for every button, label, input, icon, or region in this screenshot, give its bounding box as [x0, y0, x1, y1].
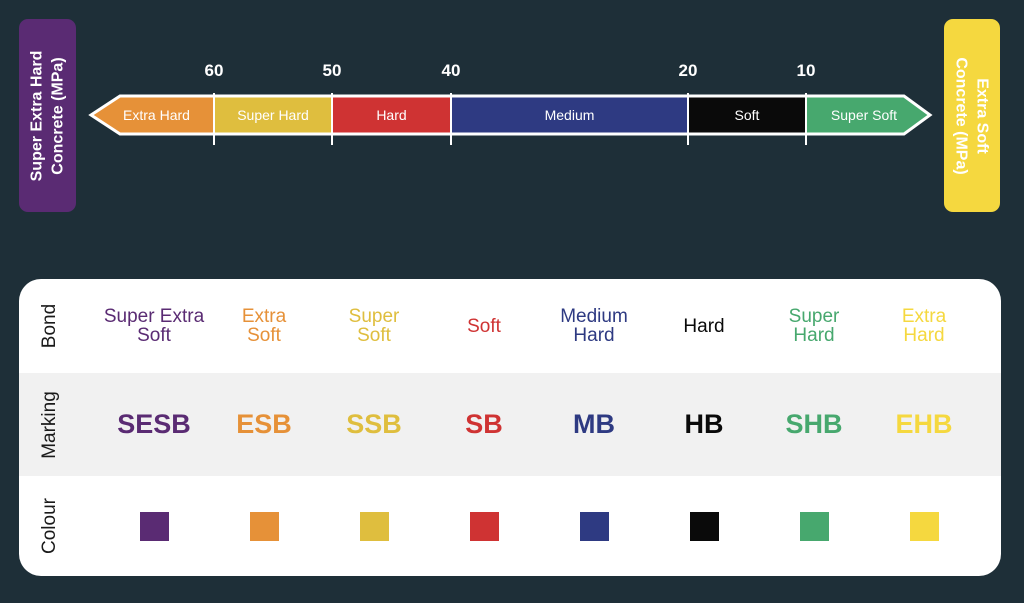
scale-tick-line	[805, 93, 807, 145]
scale-tick-label: 10	[796, 61, 816, 80]
colour-row-header: Colour	[19, 476, 81, 576]
marking-code: SHB	[785, 409, 843, 439]
scale-segment-super-soft	[806, 96, 930, 134]
scale-tick-label: 40	[441, 61, 461, 80]
super-extra-hard-concrete-tag: Super Extra Hard Concrete (MPa)	[19, 19, 76, 212]
marking-header-label: Marking	[39, 390, 61, 459]
marking-code: EHB	[895, 409, 953, 439]
bond-name-line: Extra	[241, 306, 287, 327]
bond-name-line: Soft	[137, 325, 171, 346]
scale-segment-soft	[688, 96, 806, 134]
scale-tick-label: 60	[204, 61, 224, 80]
colour-swatch	[469, 511, 499, 541]
marking-code: SB	[465, 409, 503, 439]
scale-tick-line	[450, 93, 452, 145]
colour-cell	[424, 476, 544, 576]
bond-cell: Medium Hard	[534, 279, 654, 373]
bond-name-line: Super	[348, 306, 400, 327]
colour-swatch	[359, 511, 389, 541]
bond-name-line: Soft	[247, 325, 281, 346]
scale-tick-label: 20	[678, 61, 698, 80]
bond-name-line: Soft	[357, 325, 391, 346]
bond-name-line: Super	[788, 306, 840, 327]
bond-name-line: Hard	[683, 315, 725, 337]
scale-segment-label: Medium	[544, 107, 595, 123]
bond-name: Hard	[644, 317, 764, 336]
marking-code: ESB	[236, 409, 292, 439]
scale-outline	[88, 94, 933, 136]
extra-soft-concrete-tag: Extra Soft Concrete (MPa)	[944, 19, 1000, 212]
bond-row: Bond Super Extra Soft Extra Soft Super Soft So…	[19, 279, 1001, 373]
colour-cell	[314, 476, 434, 576]
marking-cell: SSB	[314, 373, 434, 476]
bond-name: Medium Hard	[534, 307, 654, 345]
scale-segment-label: Super Soft	[830, 107, 898, 123]
scale-segment-extra-hard	[91, 96, 214, 134]
bond-name: Soft	[424, 317, 544, 336]
scale-segment-super-hard	[214, 96, 332, 134]
scale-segment-label: Extra Hard	[123, 107, 190, 123]
bond-cell: Soft	[424, 279, 544, 373]
marking-cell: EHB	[864, 373, 984, 476]
bond-cell: Super Soft	[314, 279, 434, 373]
colour-header-label: Colour	[38, 498, 60, 554]
colour-swatch	[579, 511, 609, 541]
bond-header-label: Bond	[39, 303, 60, 349]
scale-segment-medium	[451, 96, 688, 134]
scale-tick-line	[213, 93, 215, 145]
colour-swatch	[139, 511, 169, 541]
marking-code: SESB	[117, 409, 191, 439]
bond-name-line: Hard	[903, 325, 945, 346]
bond-name: Super Soft	[314, 307, 434, 345]
bond-name-line: Extra	[901, 306, 947, 327]
marking-cell: MB	[534, 373, 654, 476]
colour-swatch	[799, 511, 829, 541]
scale-segment-label: Super Hard	[237, 107, 309, 123]
marking-row-header: Marking	[19, 373, 81, 476]
marking-cell: SESB	[94, 373, 214, 476]
bond-name: Super Extra Soft	[94, 307, 214, 345]
marking-code: HB	[684, 409, 724, 439]
marking-cell: SHB	[754, 373, 874, 476]
bond-name: Extra Hard	[864, 307, 984, 345]
scale-tick-label: 50	[322, 61, 342, 80]
bond-row-header: Bond	[19, 279, 81, 373]
bond-name-line: Super Extra	[103, 306, 205, 327]
scale-tick-line	[331, 93, 333, 145]
bond-cell: Super Hard	[754, 279, 874, 373]
colour-row: Colour	[19, 476, 1001, 576]
colour-swatch	[689, 511, 719, 541]
bond-cell: Extra Soft	[204, 279, 324, 373]
bond-cell: Extra Hard	[864, 279, 984, 373]
bond-marking-table: Bond Super Extra Soft Extra Soft Super Soft So…	[19, 279, 1001, 576]
scale-segment-label: Soft	[734, 107, 760, 123]
bond-name-line: Soft	[467, 315, 501, 337]
bond-cell: Super Extra Soft	[94, 279, 214, 373]
bond-name-line: Hard	[793, 325, 835, 346]
colour-cell	[204, 476, 324, 576]
scale-segment-hard	[332, 96, 451, 134]
colour-swatch	[909, 511, 939, 541]
bond-name: Super Hard	[754, 307, 874, 345]
colour-cell	[644, 476, 764, 576]
colour-cell	[754, 476, 874, 576]
scale-tick-line	[687, 93, 689, 145]
bond-name-line: Hard	[573, 325, 615, 346]
marking-code: MB	[573, 409, 615, 439]
marking-row: Marking SESB ESB SSB SB MB HB SHB EHB	[19, 373, 1001, 476]
bond-cell: Hard	[644, 279, 764, 373]
colour-cell	[534, 476, 654, 576]
scale-segment-label: Hard	[376, 107, 407, 123]
marking-cell: HB	[644, 373, 764, 476]
bond-name-line: Medium	[560, 306, 628, 327]
colour-cell	[864, 476, 984, 576]
marking-code: SSB	[346, 409, 402, 439]
marking-cell: ESB	[204, 373, 324, 476]
colour-cell	[94, 476, 214, 576]
colour-swatch	[249, 511, 279, 541]
marking-cell: SB	[424, 373, 544, 476]
bond-name: Extra Soft	[204, 307, 324, 345]
